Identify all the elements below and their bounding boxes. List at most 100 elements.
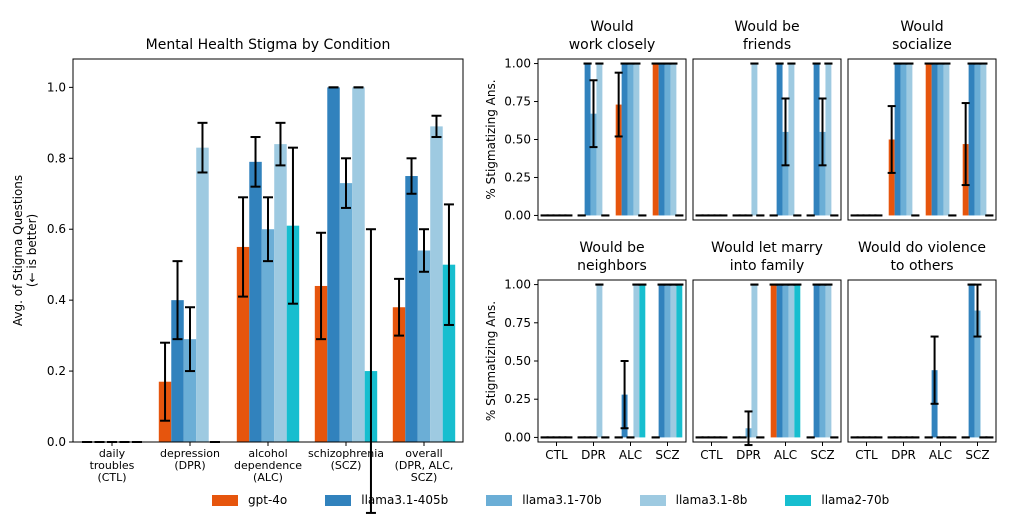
error-bar xyxy=(316,231,327,341)
x-tick-label: daily xyxy=(99,447,126,460)
y-tick-label: 0.4 xyxy=(47,293,66,307)
x-tick-label: SCZ xyxy=(965,448,989,462)
legend-swatch xyxy=(325,494,352,506)
x-tick-label: CTL xyxy=(545,448,568,462)
error-bar xyxy=(744,410,753,447)
y-tick-label: 0.50 xyxy=(504,354,531,368)
legend-swatch xyxy=(486,494,513,506)
x-tick-label: SCZ) xyxy=(411,471,438,484)
bar xyxy=(327,87,340,443)
bar xyxy=(825,63,832,216)
legend-item: llama3.1-405b xyxy=(325,493,448,507)
legend-item: gpt-4o xyxy=(212,493,287,507)
panel-title: Would be xyxy=(734,19,799,35)
x-tick-label: overall xyxy=(405,447,442,460)
bar xyxy=(906,63,913,216)
panel-title: Would be xyxy=(579,240,644,256)
bar xyxy=(788,63,795,216)
y-tick-label: 0.2 xyxy=(47,364,66,378)
bar xyxy=(770,284,777,438)
bar xyxy=(813,63,820,216)
axes-frame xyxy=(692,58,842,221)
bar xyxy=(670,284,677,438)
legend-swatch xyxy=(785,494,812,506)
bar xyxy=(676,284,683,438)
y-tick-label: 1.00 xyxy=(504,57,531,71)
bar xyxy=(615,104,622,216)
bar xyxy=(658,63,665,216)
bar xyxy=(751,63,758,216)
error-bar xyxy=(263,196,273,263)
x-tick-label: ALC xyxy=(774,448,797,462)
legend: gpt-4o llama3.1-405b llama3.1-70b llama3.1-… xyxy=(212,488,927,512)
bar xyxy=(314,285,328,442)
bar xyxy=(171,300,184,442)
bar xyxy=(596,284,603,438)
panel-title: neighbors xyxy=(577,258,647,274)
x-tick-label: CTL xyxy=(855,448,878,462)
panel-title: work closely xyxy=(569,37,656,53)
bar xyxy=(627,63,634,216)
error-bar xyxy=(781,97,790,167)
bar xyxy=(405,176,418,442)
panel-title: Mental Health Stigma by Condition xyxy=(146,37,391,53)
y-axis-label: (← is better) xyxy=(25,214,39,287)
bar xyxy=(590,113,597,216)
x-tick-label: SCZ xyxy=(810,448,834,462)
bar xyxy=(968,63,975,216)
x-tick-label: DPR xyxy=(581,448,606,462)
bar xyxy=(980,63,987,216)
legend-item: llama3.1-70b xyxy=(486,493,602,507)
y-tick-label: 0.00 xyxy=(504,430,531,444)
error-bar xyxy=(197,121,208,174)
x-tick-label: schizophrenia xyxy=(308,447,384,460)
panel-title: into family xyxy=(730,258,804,274)
error-bar xyxy=(589,79,598,149)
error-bar xyxy=(275,121,286,167)
error-bar xyxy=(887,105,896,174)
bar xyxy=(639,284,646,438)
x-tick-label: DPR xyxy=(736,448,761,462)
bar xyxy=(183,339,197,442)
legend-label: llama2-70b xyxy=(821,493,890,507)
x-tick-label: alcohol xyxy=(248,447,287,460)
x-tick-label: ALC xyxy=(929,448,952,462)
x-tick-label: troubles xyxy=(90,459,135,472)
bar xyxy=(813,284,820,438)
bar xyxy=(274,144,287,443)
y-tick-label: 0.0 xyxy=(47,435,66,449)
bar xyxy=(633,284,640,438)
error-bar xyxy=(443,203,454,326)
y-tick-label: 1.0 xyxy=(47,80,66,94)
legend-item: llama2-70b xyxy=(785,493,889,507)
y-tick-label: 0.8 xyxy=(47,151,66,165)
axes-frame xyxy=(692,279,842,443)
legend-swatch xyxy=(639,494,666,506)
bar xyxy=(196,147,209,442)
bar xyxy=(782,131,789,216)
bar xyxy=(417,250,431,442)
legend-label: llama3.1-70b xyxy=(522,493,602,507)
x-tick-label: depression xyxy=(160,447,220,460)
error-bar xyxy=(287,146,298,305)
bar xyxy=(442,264,456,442)
x-tick-label: (CTL) xyxy=(97,471,126,484)
axes-frame xyxy=(847,58,997,221)
bar xyxy=(819,131,826,216)
bar xyxy=(249,161,262,442)
y-tick-label: 0.25 xyxy=(504,392,531,406)
error-bar xyxy=(818,97,827,167)
bar xyxy=(584,63,591,216)
x-tick-label: (SCZ) xyxy=(331,459,362,472)
bar xyxy=(968,284,975,438)
x-tick-label: dependence xyxy=(234,459,302,472)
panel-title: socialize xyxy=(892,37,952,53)
panel-title: Would xyxy=(590,19,633,35)
bar xyxy=(782,284,789,438)
panel-title: friends xyxy=(743,37,791,53)
y-tick-label: 0.75 xyxy=(504,95,531,109)
y-tick-label: 0.25 xyxy=(504,170,531,184)
error-bar xyxy=(341,157,351,209)
legend-label: gpt-4o xyxy=(248,493,288,507)
